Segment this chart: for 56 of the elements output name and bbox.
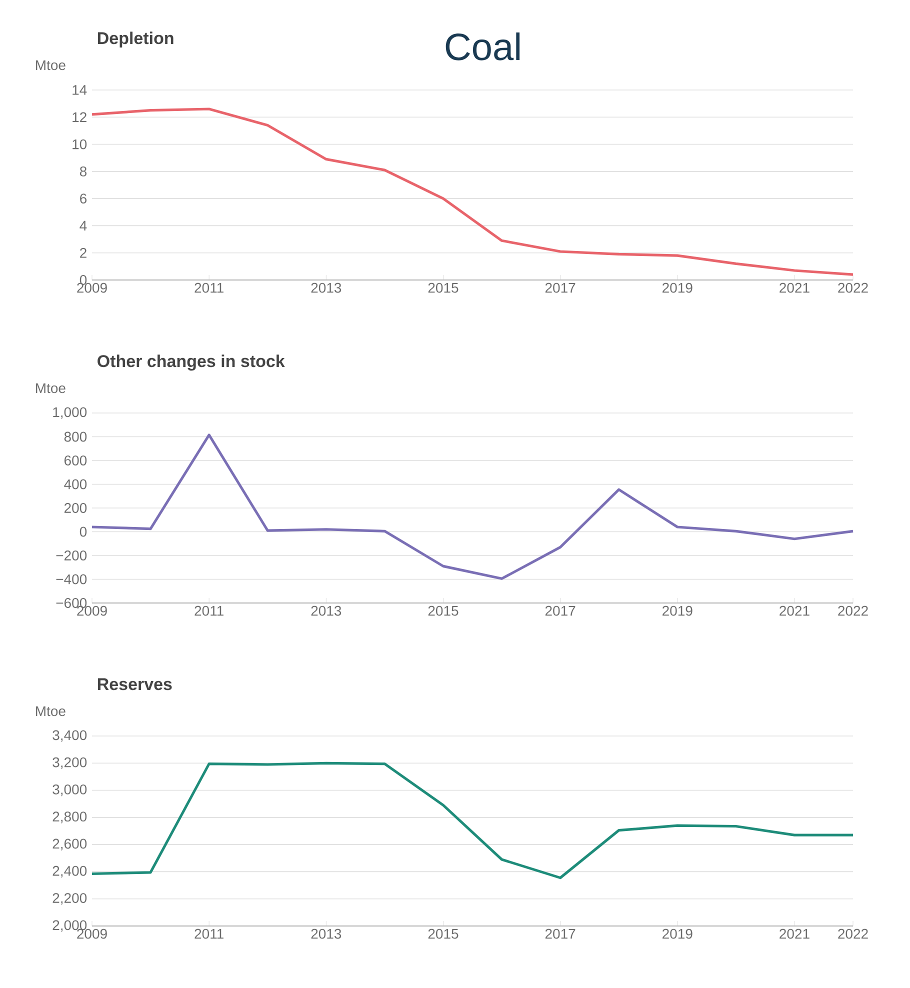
y-tick-label: 2 — [80, 248, 86, 258]
y-tick-label: 2,600 — [52, 838, 87, 850]
x-tick-label: 2021 — [780, 928, 810, 939]
y-tick-label: −200 — [56, 550, 87, 560]
line-series — [90, 108, 854, 276]
x-tick-label: 2011 — [194, 606, 224, 616]
chart-title: Other changes in stock — [98, 354, 285, 371]
x-tick-label: 2009 — [77, 282, 107, 293]
x-tick-label: 2021 — [780, 282, 810, 293]
y-tick-label: 3,200 — [52, 757, 87, 769]
x-tick-label: 2017 — [545, 928, 576, 939]
chart-subtitle: Depletion — [98, 32, 174, 48]
line-series — [90, 434, 854, 580]
x-tick-label: 2022 — [838, 606, 868, 616]
y-tick-label: 3,000 — [52, 784, 87, 796]
x-tick-label: 2021 — [780, 606, 810, 616]
x-tick-label: 2022 — [838, 282, 868, 293]
chart-title: Coal — [446, 32, 520, 60]
line-series — [90, 762, 854, 880]
y-axis-title: Mtoe — [36, 706, 66, 716]
y-tick-label: 4 — [80, 220, 87, 231]
y-tick-label: 2,400 — [52, 866, 87, 878]
x-tick-label: 2019 — [662, 282, 692, 293]
y-tick-label: 6 — [80, 194, 87, 204]
x-tick-label: 2011 — [194, 928, 224, 939]
x-tick-label: 2011 — [194, 282, 224, 293]
y-tick-label: 12 — [72, 112, 86, 122]
x-tick-label: 2013 — [311, 606, 342, 616]
x-tick-label: 2009 — [77, 606, 107, 616]
y-tick-label: 0 — [80, 526, 87, 537]
y-tick-label: −600 — [56, 598, 87, 608]
x-tick-label: 2013 — [311, 928, 342, 939]
x-tick-label: 2022 — [838, 928, 868, 939]
x-tick-label: 2017 — [545, 282, 576, 293]
y-tick-label: 2,800 — [52, 812, 87, 824]
y-tick-label: 14 — [72, 85, 87, 95]
y-tick-label: 800 — [64, 432, 87, 442]
x-tick-label: 2019 — [662, 928, 692, 939]
y-tick-label: 1,000 — [53, 407, 87, 419]
x-tick-label: 2013 — [311, 282, 342, 293]
x-tick-label: 2015 — [428, 928, 458, 939]
y-tick-label: 8 — [80, 166, 87, 176]
x-tick-label: 2017 — [545, 606, 576, 616]
x-tick-label: 2019 — [662, 606, 692, 616]
y-tick-label: −400 — [56, 574, 87, 584]
y-tick-label: 3,400 — [52, 730, 87, 742]
y-tick-label: 10 — [72, 139, 87, 150]
x-tick-label: 2015 — [428, 606, 458, 616]
y-axis-title: Mtoe — [36, 60, 66, 70]
y-tick-label: 600 — [64, 456, 87, 466]
x-tick-label: 2015 — [428, 282, 458, 293]
y-tick-label: 200 — [64, 503, 87, 513]
y-axis-title: Mtoe — [36, 383, 66, 394]
y-tick-label: 2,200 — [52, 893, 87, 905]
y-tick-label: 400 — [64, 479, 87, 490]
chart-title: Reserves — [98, 678, 172, 690]
